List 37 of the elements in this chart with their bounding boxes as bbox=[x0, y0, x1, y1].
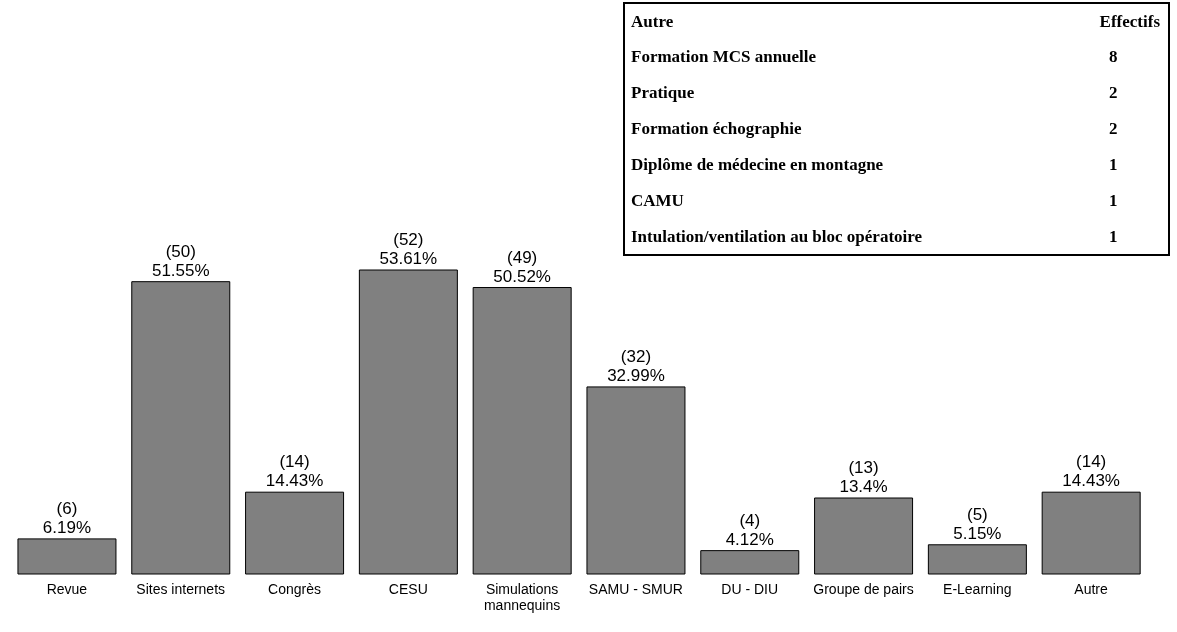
x-tick-label: Congrès bbox=[268, 581, 321, 597]
text: Diplôme de médecine en montagne 1 bbox=[631, 155, 1118, 174]
x-tick-label: CESU bbox=[388, 581, 428, 597]
data-label: (52) 53.61% bbox=[379, 230, 438, 268]
text: Formation MCS annuelle 8 bbox=[631, 47, 1118, 66]
bar bbox=[131, 281, 231, 575]
data-label: (14) 14.43% bbox=[1062, 452, 1120, 491]
text: Autre Effectifs bbox=[631, 11, 1160, 31]
data-label: (49) 50.52% bbox=[493, 247, 551, 286]
data-label: (4) 4.12% bbox=[725, 510, 774, 549]
data-label: (14) 14.43% bbox=[265, 452, 324, 491]
text: Intulation/ventilation au bloc opératoire 1 bbox=[631, 226, 1118, 246]
x-tick-label: Sites internets bbox=[136, 581, 226, 597]
bar bbox=[927, 544, 1027, 575]
bar bbox=[472, 287, 572, 575]
data-label: (32) 32.99% bbox=[607, 346, 665, 385]
x-tick-label: DU - DIU bbox=[721, 581, 779, 597]
data-label: (13) 13.4% bbox=[839, 458, 888, 497]
text: CAMU 1 bbox=[631, 191, 1118, 210]
bar bbox=[17, 538, 117, 575]
x-tick-label: Revue bbox=[46, 581, 88, 597]
data-label: (50) 51.55% bbox=[151, 241, 210, 280]
bar bbox=[814, 497, 914, 575]
text: Formation échographie 2 bbox=[631, 119, 1118, 138]
bar bbox=[245, 491, 345, 575]
x-tick-label: Autre bbox=[1074, 581, 1109, 597]
x-tick-label: SAMU - SMUR bbox=[588, 581, 683, 597]
data-label: (5) 5.15% bbox=[953, 504, 1002, 543]
bar bbox=[700, 550, 800, 575]
text: Pratique 2 bbox=[631, 83, 1118, 102]
bar bbox=[586, 386, 686, 575]
x-tick-label: E-Learning bbox=[943, 581, 1012, 597]
x-tick-label: Groupe de pairs bbox=[813, 581, 914, 597]
x-tick-label: Simulations mannequins bbox=[483, 581, 561, 613]
bar bbox=[1041, 491, 1141, 575]
bar bbox=[358, 269, 458, 575]
data-label: (6) 6.19% bbox=[42, 498, 92, 537]
